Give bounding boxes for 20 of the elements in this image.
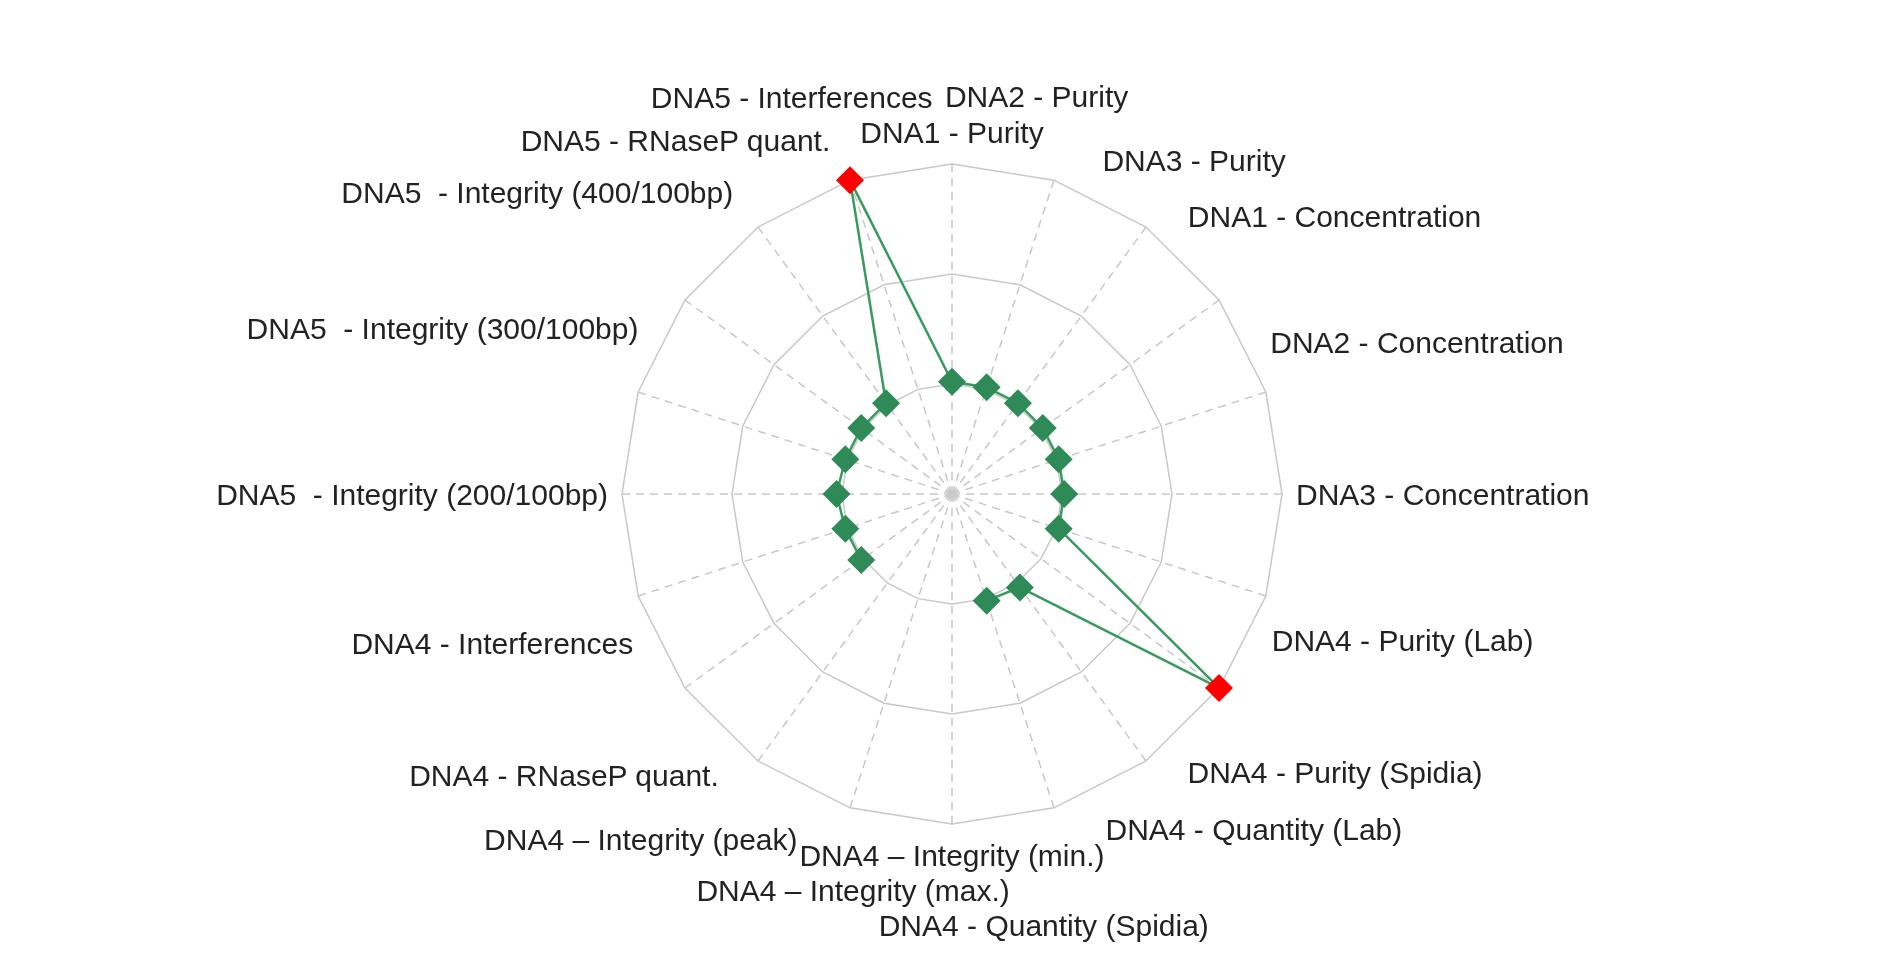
spoke-label: DNA5 - Integrity (200/100bp) — [216, 477, 609, 511]
spoke-label: DNA4 – Integrity (max.) — [696, 874, 1010, 908]
spoke-label: DNA4 - Quantity (Spidia) — [878, 909, 1209, 943]
spoke-label: DNA5 - Integrity (300/100bp) — [246, 311, 639, 345]
spoke-label: DNA5 - Integrity (400/100bp) — [341, 176, 734, 210]
spoke-label: DNA2 - Purity — [944, 79, 1129, 113]
spoke-label: DNA5 - RNaseP quant. — [520, 123, 831, 157]
spoke-label: DNA4 - Purity (Spidia) — [1187, 755, 1483, 789]
spoke-label: DNA3 - Concentration — [1296, 477, 1590, 511]
spoke-label: DNA1 - Concentration — [1187, 199, 1482, 233]
spoke-label: DNA4 - Interferences — [351, 626, 634, 660]
spoke-label: DNA4 - Quantity (Lab) — [1105, 812, 1403, 846]
spoke-label: DNA5 - Interferences — [650, 80, 933, 114]
spoke-label: DNA4 - RNaseP quant. — [409, 759, 719, 793]
spoke-label: DNA4 – Integrity (min.) — [799, 838, 1105, 872]
spoke-label: DNA1 - Purity — [860, 116, 1044, 150]
spoke-label: DNA4 - Purity (Lab) — [1271, 623, 1534, 657]
spoke-label: DNA2 - Concentration — [1270, 326, 1564, 360]
spoke-label: DNA3 - Purity — [1102, 144, 1286, 178]
spoke-label: DNA4 – Integrity (peak) — [484, 823, 798, 857]
